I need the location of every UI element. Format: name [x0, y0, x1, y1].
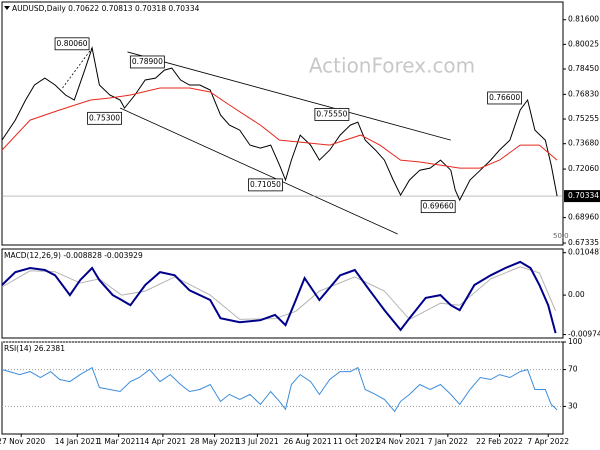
price-label: 0.71050: [250, 180, 281, 189]
price-label-box: [314, 108, 350, 121]
x-tick-label: 11 Oct 2021: [333, 437, 380, 446]
y-tick-label: 0.76830: [568, 89, 599, 98]
x-tick-label: 13 Jul 2021: [236, 437, 279, 446]
x-tick-label: 14 Jan 2021: [55, 437, 100, 446]
last-price-box: [564, 190, 600, 203]
x-tick-label: 24 Nov 2021: [377, 437, 425, 446]
panel-title: MACD(12,26,9) -0.008828 -0.003929: [4, 251, 143, 260]
series-line: [1, 260, 557, 334]
collapse-icon: [4, 6, 10, 10]
panel-frame: [1, 248, 564, 339]
price-label: 0.76600: [489, 93, 520, 102]
corner-label: 50.0: [553, 232, 569, 240]
panel-frame: [1, 341, 564, 435]
price-label: 0.78900: [132, 57, 163, 66]
price-label-box: [487, 91, 523, 105]
x-tick-label: 26 Aug 2021: [284, 437, 332, 446]
trend-line: [127, 51, 451, 141]
series-line: [1, 46, 558, 202]
x-tick-label: 7 Jan 2022: [428, 437, 468, 446]
panel-title: AUDUSD,Daily 0.70622 0.70813 0.70318 0.7…: [12, 4, 200, 13]
x-tick-label: 28 May 2021: [190, 437, 239, 446]
y-tick-label: 0.75255: [568, 114, 599, 123]
y-tick-label: 0.00: [568, 290, 585, 299]
x-tick-label: 22 Feb 2022: [476, 437, 523, 446]
y-tick-label: -0.009748: [568, 330, 600, 339]
y-tick-label: 0.010487: [568, 248, 600, 257]
price-label-box: [129, 55, 165, 69]
series-line: [1, 266, 557, 321]
panel-frame: [1, 1, 564, 246]
price-label: 0.75550: [316, 109, 347, 118]
price-label-box: [54, 37, 90, 51]
price-label: 0.75300: [89, 113, 120, 122]
y-tick-label: 70: [568, 365, 578, 374]
price-label: 0.69660: [423, 202, 454, 211]
price-label-box: [87, 111, 122, 125]
last-price-label: 0.70334: [568, 191, 599, 200]
watermark: ActionForex.com: [309, 54, 475, 78]
y-tick-label: 0.73680: [568, 139, 599, 148]
x-tick-label: 7 Apr 2022: [527, 437, 569, 446]
price-label-box: [420, 200, 456, 214]
y-tick-label: 0.68960: [568, 213, 599, 222]
y-tick-label: 0.67335: [568, 238, 599, 247]
y-tick-label: 0.81600: [568, 15, 599, 24]
trend-line: [62, 47, 93, 89]
panel-title: RSI(14) 26.2381: [4, 344, 65, 353]
price-label-box: [248, 178, 283, 192]
x-tick-label: 14 Apr 2021: [140, 437, 187, 446]
y-tick-label: 100: [568, 337, 583, 346]
series-line: [1, 366, 558, 413]
y-tick-label: 0.80025: [568, 39, 599, 48]
x-tick-label: 27 Nov 2020: [0, 437, 45, 446]
y-tick-label: 0.72060: [568, 164, 599, 173]
trend-line: [119, 107, 398, 235]
x-tick-label: 1 Mar 2021: [97, 437, 140, 446]
price-label: 0.80060: [57, 39, 88, 48]
series-line: [1, 87, 558, 169]
y-tick-label: 30: [568, 401, 578, 410]
y-tick-label: 0.78450: [568, 64, 599, 73]
